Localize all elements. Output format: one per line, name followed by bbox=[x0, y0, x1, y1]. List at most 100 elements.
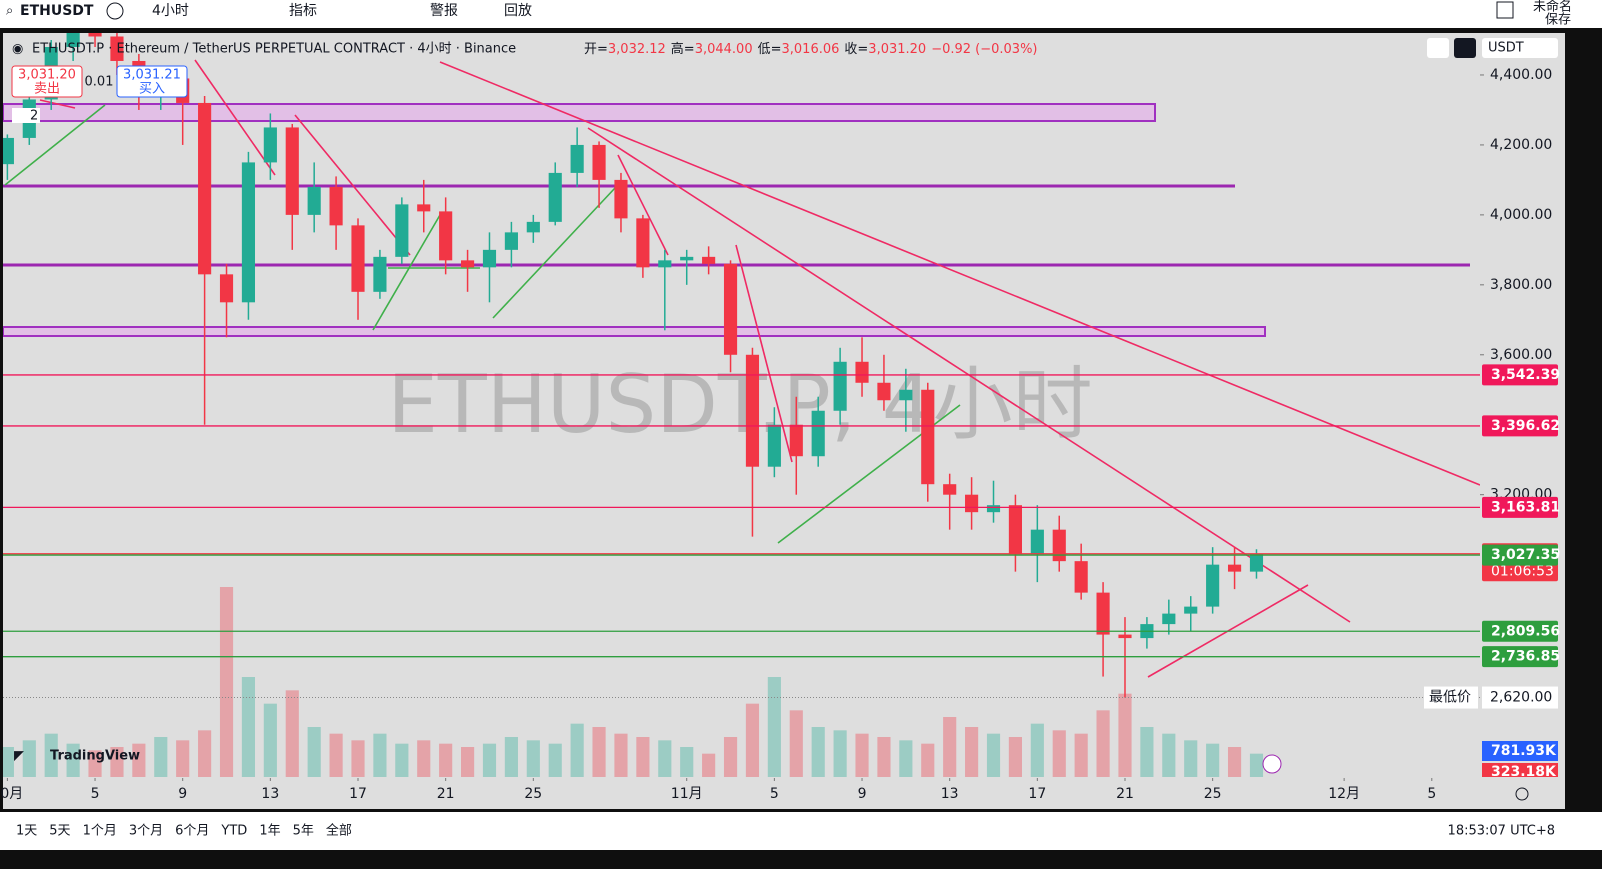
volume-bar bbox=[461, 747, 475, 777]
range-button[interactable]: 1天 bbox=[16, 824, 37, 839]
volume-bar bbox=[154, 737, 168, 777]
volume-bar bbox=[986, 733, 1001, 777]
settings-button[interactable] bbox=[1454, 38, 1476, 58]
volume-bar bbox=[66, 743, 80, 777]
range-button[interactable]: 5年 bbox=[293, 824, 314, 839]
volume-pane bbox=[3, 587, 1264, 777]
x-tick-label: 5 bbox=[1427, 786, 1436, 802]
candle-body bbox=[570, 144, 584, 173]
add-symbol[interactable] bbox=[106, 2, 124, 20]
zone bbox=[3, 103, 1156, 122]
candle-body bbox=[439, 211, 453, 261]
quantity[interactable]: 0.01 bbox=[85, 75, 114, 90]
candle-body bbox=[461, 260, 475, 268]
range-button[interactable]: 3个月 bbox=[129, 824, 163, 839]
trend-line bbox=[439, 61, 1480, 486]
range-button[interactable]: 5天 bbox=[49, 824, 70, 839]
buy-button[interactable] bbox=[116, 65, 188, 98]
volume-bar bbox=[307, 727, 321, 777]
volume-bar bbox=[395, 743, 409, 777]
candle-body bbox=[395, 204, 409, 257]
candle-body bbox=[921, 389, 935, 485]
volume-bar bbox=[439, 743, 453, 777]
candle-body bbox=[1008, 505, 1022, 555]
candle-body bbox=[1206, 564, 1220, 607]
lowest-name: 最低价 bbox=[1429, 690, 1471, 706]
volume-bar bbox=[44, 733, 58, 777]
events-icon[interactable] bbox=[1262, 754, 1282, 774]
high: 3,044.00 bbox=[695, 42, 753, 57]
candle-body bbox=[1118, 634, 1132, 639]
close: 3,031.20 bbox=[868, 42, 926, 57]
x-tick-label: 17 bbox=[1028, 786, 1046, 802]
scale-button[interactable] bbox=[1427, 38, 1449, 58]
bottom-toolbar bbox=[0, 812, 1602, 850]
range-button[interactable]: 1年 bbox=[259, 824, 280, 839]
price-label: 3,396.62 bbox=[1491, 418, 1560, 434]
buy-price: 3,031.21 bbox=[123, 68, 181, 83]
indicators[interactable]: 指标 bbox=[289, 3, 317, 19]
volume-bar bbox=[877, 737, 891, 777]
currency: USDT bbox=[1488, 41, 1524, 56]
volume-bar bbox=[482, 743, 497, 777]
lowest-tag bbox=[1424, 686, 1478, 709]
volume-bar bbox=[373, 733, 387, 777]
volume-bar bbox=[1140, 727, 1154, 777]
candle-body bbox=[745, 354, 760, 467]
lowest-box bbox=[1482, 686, 1558, 709]
volume-bar bbox=[1118, 693, 1132, 777]
volume-bar bbox=[526, 740, 540, 777]
price-label: 3,542.39 bbox=[1491, 367, 1560, 383]
save[interactable]: 保存 bbox=[1545, 13, 1571, 28]
volume-bar bbox=[658, 740, 672, 777]
range-button[interactable]: 1个月 bbox=[83, 824, 117, 839]
candle-body bbox=[811, 410, 825, 457]
volume-bar bbox=[198, 730, 212, 777]
settings[interactable] bbox=[1515, 787, 1529, 801]
layout-name[interactable]: 未命名 bbox=[1533, 0, 1572, 15]
candle-body bbox=[614, 179, 628, 219]
x-tick-label: 21 bbox=[1116, 786, 1134, 802]
volume-bar bbox=[329, 733, 343, 777]
candle-body bbox=[899, 389, 913, 401]
currency-select[interactable] bbox=[1482, 38, 1558, 58]
range-button[interactable]: 6个月 bbox=[175, 824, 209, 839]
volume-bar bbox=[351, 740, 365, 777]
trend-line bbox=[39, 99, 76, 109]
x-tick-label: 9 bbox=[858, 786, 867, 802]
candle-body bbox=[417, 204, 431, 212]
volume-bar bbox=[1184, 740, 1198, 777]
candle-body bbox=[702, 256, 716, 264]
interval[interactable]: 4小时 bbox=[152, 3, 189, 19]
price-box bbox=[1482, 620, 1558, 642]
candle-body bbox=[241, 162, 256, 303]
candle-body bbox=[219, 274, 234, 303]
price-label: 3,027.35 bbox=[1491, 547, 1560, 563]
symbol-search[interactable]: ETHUSDT bbox=[20, 3, 94, 19]
y-tick-label: 3,600.00 bbox=[1490, 347, 1552, 363]
volume-bar bbox=[219, 587, 234, 777]
candle-body bbox=[680, 256, 694, 261]
range-button[interactable]: YTD bbox=[220, 824, 247, 839]
candle-body bbox=[548, 172, 562, 222]
candle-body bbox=[658, 260, 672, 268]
x-tick-label: 9 bbox=[178, 786, 187, 802]
price-label: 3,163.81 bbox=[1491, 499, 1560, 515]
lowest-label: 2,620.00 bbox=[1490, 690, 1552, 706]
legend-title: ETHUSDT.P · Ethereum / TetherUS PERPETUA… bbox=[32, 42, 516, 57]
fullscreen[interactable] bbox=[1496, 1, 1514, 19]
candle-body bbox=[88, 33, 102, 37]
candles bbox=[3, 33, 1264, 698]
volume-bar bbox=[680, 747, 694, 777]
candle-body bbox=[1030, 529, 1044, 555]
volume-bar bbox=[22, 740, 36, 777]
alerts[interactable]: 警报 bbox=[430, 3, 458, 19]
volume-bar bbox=[723, 737, 738, 777]
sell-label: 卖出 bbox=[34, 82, 60, 97]
layers-toggle[interactable] bbox=[12, 108, 40, 123]
sell-button[interactable] bbox=[11, 65, 83, 98]
clock: 18:53:07 UTC+8 bbox=[1448, 824, 1555, 839]
replay[interactable]: 回放 bbox=[504, 3, 532, 19]
range-button[interactable]: 全部 bbox=[326, 823, 352, 839]
candle-body bbox=[263, 127, 277, 163]
